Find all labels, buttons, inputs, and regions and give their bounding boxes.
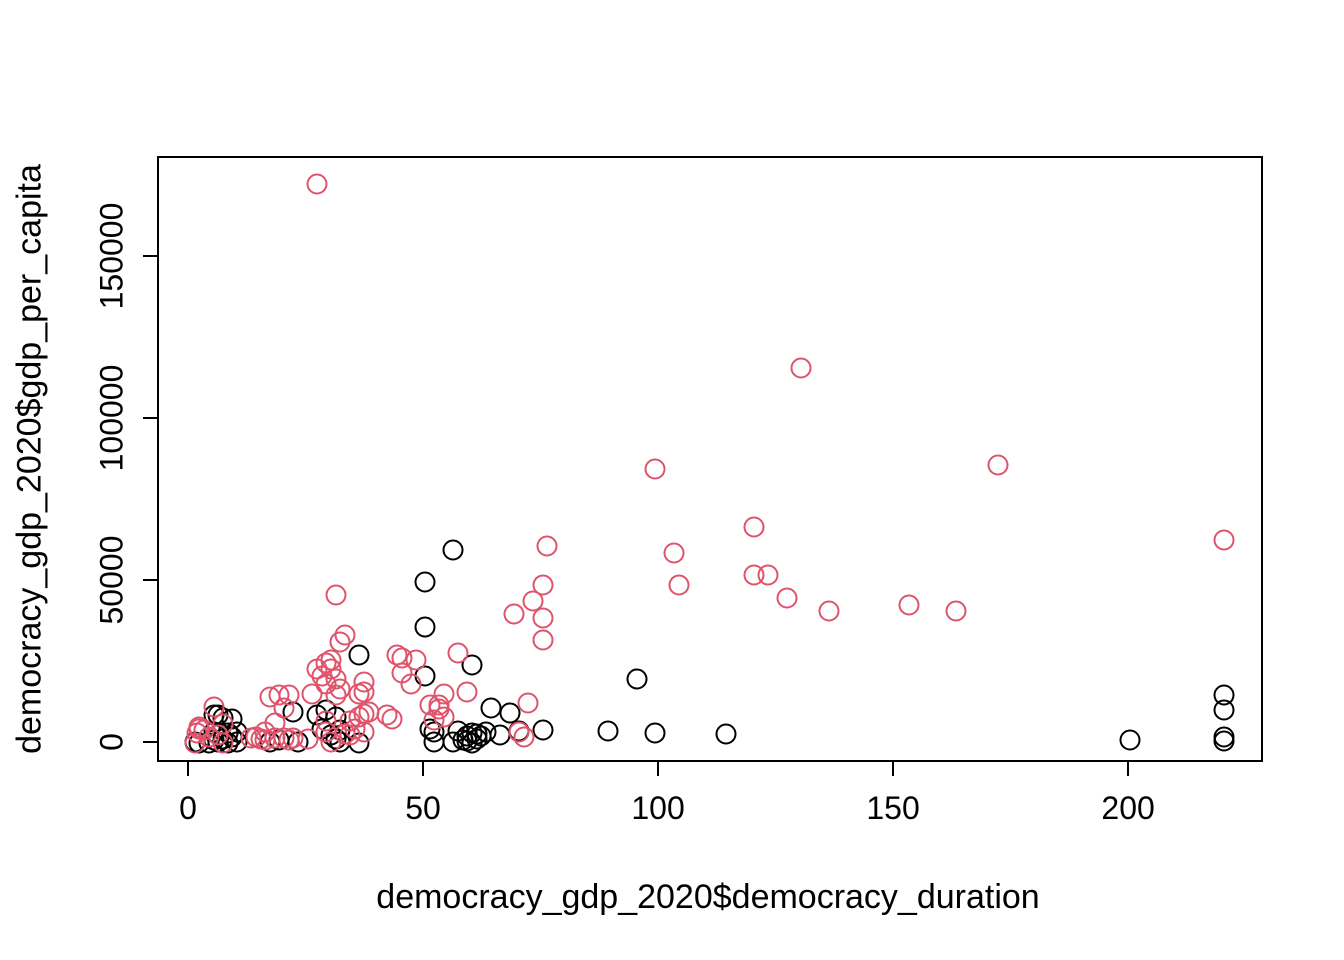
data-point-group-pink bbox=[184, 732, 206, 754]
data-point-group-pink bbox=[776, 587, 798, 609]
y-axis-tick bbox=[143, 740, 157, 743]
data-point-group-black bbox=[644, 722, 666, 744]
data-point-group-black bbox=[442, 539, 464, 561]
plot-area bbox=[157, 156, 1263, 762]
y-axis-title: democracy_gdp_2020$gdp_per_capita bbox=[10, 164, 49, 754]
data-point-group-black bbox=[414, 571, 436, 593]
data-point-group-black bbox=[489, 724, 511, 746]
x-axis-tick-label: 100 bbox=[631, 790, 685, 826]
data-point-group-pink bbox=[203, 696, 225, 718]
y-axis-tick-label: 0 bbox=[93, 733, 130, 751]
data-point-group-pink bbox=[987, 454, 1009, 476]
data-point-group-pink bbox=[278, 729, 300, 751]
data-point-group-black bbox=[715, 723, 737, 745]
data-point-group-pink bbox=[532, 574, 554, 596]
data-point-group-pink bbox=[532, 607, 554, 629]
data-point-group-black bbox=[461, 732, 483, 754]
data-point-group-black bbox=[348, 644, 370, 666]
data-point-group-pink bbox=[254, 729, 276, 751]
data-point-group-pink bbox=[320, 731, 342, 753]
data-point-group-pink bbox=[306, 173, 328, 195]
data-point-group-pink bbox=[1213, 529, 1235, 551]
y-axis-tick-label: 100000 bbox=[93, 364, 130, 472]
data-point-group-pink bbox=[818, 600, 840, 622]
data-point-group-pink bbox=[405, 649, 427, 671]
x-axis-tick bbox=[187, 762, 190, 776]
data-point-group-pink bbox=[447, 642, 469, 664]
data-point-group-pink bbox=[381, 708, 403, 730]
x-axis-tick bbox=[1127, 762, 1130, 776]
data-point-group-pink bbox=[532, 629, 554, 651]
x-axis-tick bbox=[657, 762, 660, 776]
data-point-group-pink bbox=[503, 603, 525, 625]
data-point-group-pink bbox=[329, 631, 351, 653]
y-axis-tick-label: 150000 bbox=[93, 202, 130, 310]
data-point-group-black bbox=[461, 654, 483, 676]
x-axis-tick-label: 50 bbox=[405, 790, 441, 826]
data-point-group-pink bbox=[212, 732, 234, 754]
x-axis-tick bbox=[892, 762, 895, 776]
data-point-group-black bbox=[1119, 729, 1141, 751]
x-axis-tick-label: 150 bbox=[866, 790, 920, 826]
y-axis-tick bbox=[143, 255, 157, 258]
data-point-group-black bbox=[532, 719, 554, 741]
data-point-group-pink bbox=[456, 681, 478, 703]
data-point-group-black bbox=[597, 720, 619, 742]
data-point-group-pink bbox=[644, 458, 666, 480]
data-point-group-pink bbox=[945, 600, 967, 622]
data-point-group-pink bbox=[297, 728, 319, 750]
data-point-group-pink bbox=[423, 709, 445, 731]
data-point-group-pink bbox=[743, 516, 765, 538]
data-point-group-black bbox=[626, 668, 648, 690]
y-axis-tick-label: 50000 bbox=[93, 535, 130, 625]
data-point-group-pink bbox=[513, 726, 535, 748]
data-point-group-black bbox=[1213, 730, 1235, 752]
data-point-group-pink bbox=[325, 584, 347, 606]
data-point-group-pink bbox=[301, 683, 323, 705]
data-point-group-black bbox=[414, 616, 436, 638]
data-point-group-pink bbox=[400, 673, 422, 695]
x-axis-title: democracy_gdp_2020$democracy_duration bbox=[376, 878, 1040, 916]
data-point-group-pink bbox=[325, 684, 347, 706]
data-point-group-black bbox=[1213, 699, 1235, 721]
data-point-group-pink bbox=[339, 724, 361, 746]
x-axis-tick-label: 0 bbox=[179, 790, 197, 826]
y-axis-tick bbox=[143, 578, 157, 581]
data-point-group-pink bbox=[663, 542, 685, 564]
data-point-group-pink bbox=[668, 574, 690, 596]
data-point-group-pink bbox=[790, 357, 812, 379]
data-point-group-pink bbox=[898, 594, 920, 616]
x-axis-tick bbox=[422, 762, 425, 776]
data-point-group-black bbox=[499, 702, 521, 723]
data-point-group-black bbox=[480, 697, 502, 719]
data-point-group-pink bbox=[536, 535, 558, 557]
x-axis-tick-label: 200 bbox=[1101, 790, 1155, 826]
data-point-group-pink bbox=[517, 692, 539, 714]
y-axis-tick bbox=[143, 417, 157, 420]
data-point-group-pink bbox=[259, 686, 281, 708]
data-point-group-pink bbox=[757, 564, 779, 586]
